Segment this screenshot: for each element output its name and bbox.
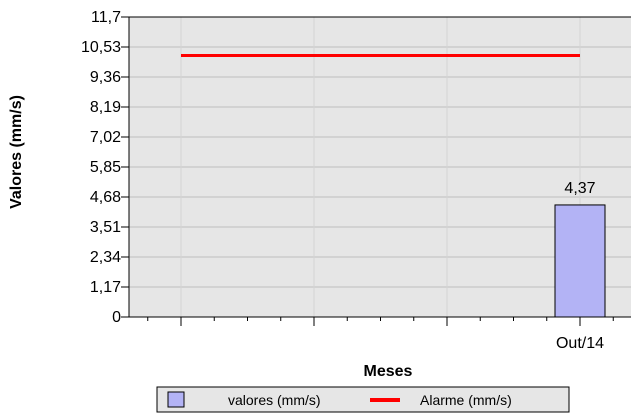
x-tick-label: Out/14 <box>556 335 604 352</box>
legend: valores (mm/s) Alarme (mm/s) <box>156 386 570 413</box>
y-tick-label: 5,85 <box>90 159 121 176</box>
y-axis-title: Valores (mm/s) <box>8 95 25 209</box>
bar-valores <box>554 204 606 318</box>
series-layer: 4,37 <box>181 53 606 318</box>
y-tick-label: 2,34 <box>90 249 121 266</box>
gridlines <box>129 17 631 317</box>
y-tick-label: 3,51 <box>90 219 121 236</box>
y-tick-label: 8,19 <box>90 99 121 116</box>
y-tick-label: 7,02 <box>90 129 121 146</box>
y-tick-label: 10,53 <box>81 39 121 56</box>
y-tick-label: 1,17 <box>90 279 121 296</box>
y-tick-label: 11,7 <box>91 9 121 26</box>
legend-swatch-valores <box>167 391 185 408</box>
bar-value-label: 4,37 <box>564 180 595 197</box>
legend-box <box>156 386 570 413</box>
y-tick-label: 4,68 <box>90 189 121 206</box>
legend-label-alarme: Alarme (mm/s) <box>420 392 512 408</box>
legend-label-valores: valores (mm/s) <box>228 392 321 408</box>
x-ticks: Out/14 <box>147 317 614 352</box>
y-tick-label: 0 <box>112 309 121 326</box>
y-ticks: 0 1,17 2,34 3,51 4,68 5,85 7,02 8,19 9,36 10,53 11… <box>81 9 129 326</box>
y-tick-label: 9,36 <box>90 69 121 86</box>
x-axis-title: Meses <box>364 363 413 380</box>
